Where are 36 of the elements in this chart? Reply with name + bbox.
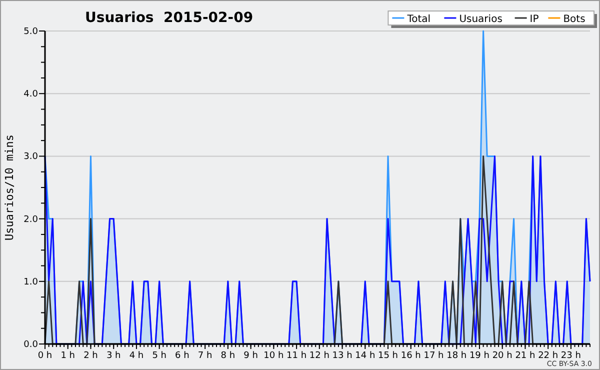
x-tick-label: 9 h — [244, 351, 258, 361]
x-tick-label: 10 h — [264, 351, 284, 361]
x-tick-label: 16 h — [400, 351, 421, 361]
x-tick-label: 13 h — [332, 351, 352, 361]
x-tick-label: 1 h — [60, 351, 76, 361]
x-tick-label: 19 h — [469, 351, 490, 361]
legend-label: Usuarios — [459, 14, 502, 25]
x-tick-label: 5 h — [152, 351, 166, 361]
y-tick-label: 1.0 — [24, 277, 38, 288]
x-tick-label: 17 h — [424, 351, 444, 361]
x-tick-label: 4 h — [129, 351, 144, 361]
x-tick-label: 6 h — [175, 351, 190, 361]
legend-label: Bots — [563, 14, 586, 25]
x-tick-label: 11 h — [286, 351, 307, 361]
legend-label: IP — [530, 14, 539, 25]
x-tick-label: 8 h — [220, 351, 236, 361]
x-tick-label: 15 h — [378, 351, 398, 361]
x-tick-label: 18 h — [446, 351, 467, 361]
x-tick-label: 12 h — [309, 351, 330, 361]
x-tick-label: 21 h — [515, 351, 536, 361]
y-tick-label: 3.0 — [24, 152, 38, 162]
x-tick-label: 22 h — [538, 351, 558, 361]
x-tick-label: 14 h — [355, 351, 376, 361]
x-tick-label: 20 h — [492, 351, 512, 361]
x-tick-label: 3 h — [106, 351, 121, 361]
y-tick-label: 5.0 — [24, 27, 38, 37]
y-tick-label: 0.0 — [24, 340, 38, 350]
y-tick-label: 2.0 — [24, 214, 38, 225]
x-tick-label: 7 h — [198, 351, 212, 361]
y-axis-title: Usuarios/10 mins — [3, 134, 16, 240]
legend-label: Total — [406, 14, 431, 25]
x-tick-label: 23 h — [560, 351, 581, 361]
y-tick-label: 4.0 — [24, 90, 38, 100]
x-tick-label: 2 h — [84, 351, 98, 361]
chart-title: Usuarios 2015-02-09 — [85, 10, 254, 26]
x-tick-label: 0 h — [38, 351, 52, 361]
